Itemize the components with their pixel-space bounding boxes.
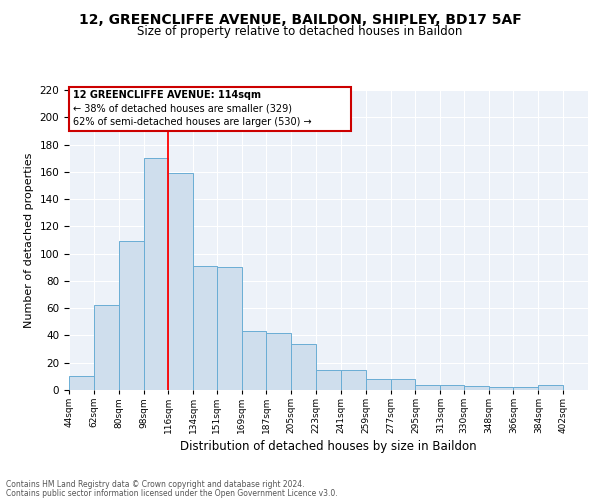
Bar	[341, 370, 366, 390]
Bar	[316, 370, 341, 390]
X-axis label: Distribution of detached houses by size in Baildon: Distribution of detached houses by size …	[180, 440, 477, 454]
Bar	[193, 266, 217, 390]
Text: Size of property relative to detached houses in Baildon: Size of property relative to detached ho…	[137, 25, 463, 38]
Bar	[488, 388, 514, 390]
Bar	[143, 158, 169, 390]
Bar	[391, 379, 415, 390]
Bar	[217, 268, 242, 390]
Bar	[69, 376, 94, 390]
Text: Contains public sector information licensed under the Open Government Licence v3: Contains public sector information licen…	[6, 488, 338, 498]
Bar	[242, 332, 266, 390]
Text: Contains HM Land Registry data © Crown copyright and database right 2024.: Contains HM Land Registry data © Crown c…	[6, 480, 305, 489]
Bar	[514, 388, 538, 390]
Bar	[169, 173, 193, 390]
FancyBboxPatch shape	[69, 88, 350, 131]
Bar	[119, 242, 143, 390]
Bar	[464, 386, 488, 390]
Bar	[415, 384, 440, 390]
Bar	[291, 344, 316, 390]
Text: 12, GREENCLIFFE AVENUE, BAILDON, SHIPLEY, BD17 5AF: 12, GREENCLIFFE AVENUE, BAILDON, SHIPLEY…	[79, 12, 521, 26]
Text: 12 GREENCLIFFE AVENUE: 114sqm: 12 GREENCLIFFE AVENUE: 114sqm	[73, 90, 261, 100]
Bar	[366, 379, 391, 390]
Text: 62% of semi-detached houses are larger (530) →: 62% of semi-detached houses are larger (…	[73, 118, 312, 128]
Y-axis label: Number of detached properties: Number of detached properties	[24, 152, 34, 328]
Bar	[94, 306, 119, 390]
Bar	[440, 384, 464, 390]
Bar	[266, 332, 291, 390]
Text: ← 38% of detached houses are smaller (329): ← 38% of detached houses are smaller (32…	[73, 104, 292, 114]
Bar	[538, 384, 563, 390]
